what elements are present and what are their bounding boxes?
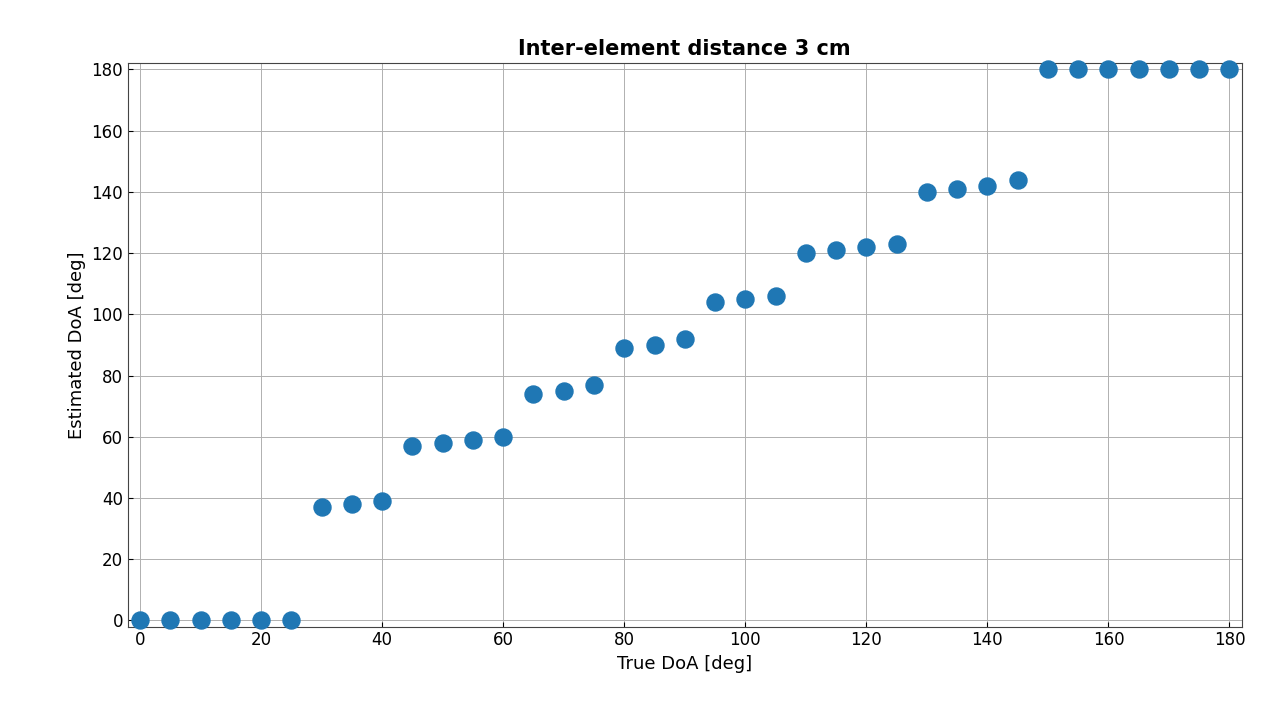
Point — [1068, 64, 1088, 75]
Point — [1098, 64, 1119, 75]
Point — [129, 615, 150, 626]
Point — [675, 333, 695, 344]
Point — [1129, 64, 1149, 75]
Point — [614, 342, 635, 353]
Point — [977, 180, 997, 191]
Point — [342, 498, 362, 510]
Point — [524, 389, 544, 400]
Point — [644, 339, 664, 351]
Point — [1038, 64, 1059, 75]
Point — [735, 294, 755, 305]
Point — [282, 615, 302, 626]
Point — [886, 239, 906, 250]
Point — [765, 290, 786, 301]
Point — [251, 615, 271, 626]
Point — [160, 615, 180, 626]
Point — [372, 496, 393, 507]
Point — [191, 615, 211, 626]
Point — [1220, 64, 1240, 75]
Point — [463, 434, 484, 446]
Y-axis label: Estimated DoA [deg]: Estimated DoA [deg] — [68, 251, 86, 439]
Point — [1189, 64, 1210, 75]
Point — [584, 379, 604, 391]
X-axis label: True DoA [deg]: True DoA [deg] — [617, 655, 753, 673]
Point — [493, 431, 513, 442]
Point — [433, 437, 453, 448]
Point — [705, 296, 726, 308]
Point — [402, 440, 422, 451]
Point — [796, 248, 817, 259]
Point — [856, 241, 877, 253]
Point — [826, 244, 846, 256]
Title: Inter-element distance 3 cm: Inter-element distance 3 cm — [518, 39, 851, 59]
Point — [311, 501, 332, 513]
Point — [1158, 64, 1179, 75]
Point — [553, 385, 573, 396]
Point — [947, 183, 968, 194]
Point — [916, 187, 937, 198]
Point — [1007, 174, 1028, 185]
Point — [220, 615, 241, 626]
